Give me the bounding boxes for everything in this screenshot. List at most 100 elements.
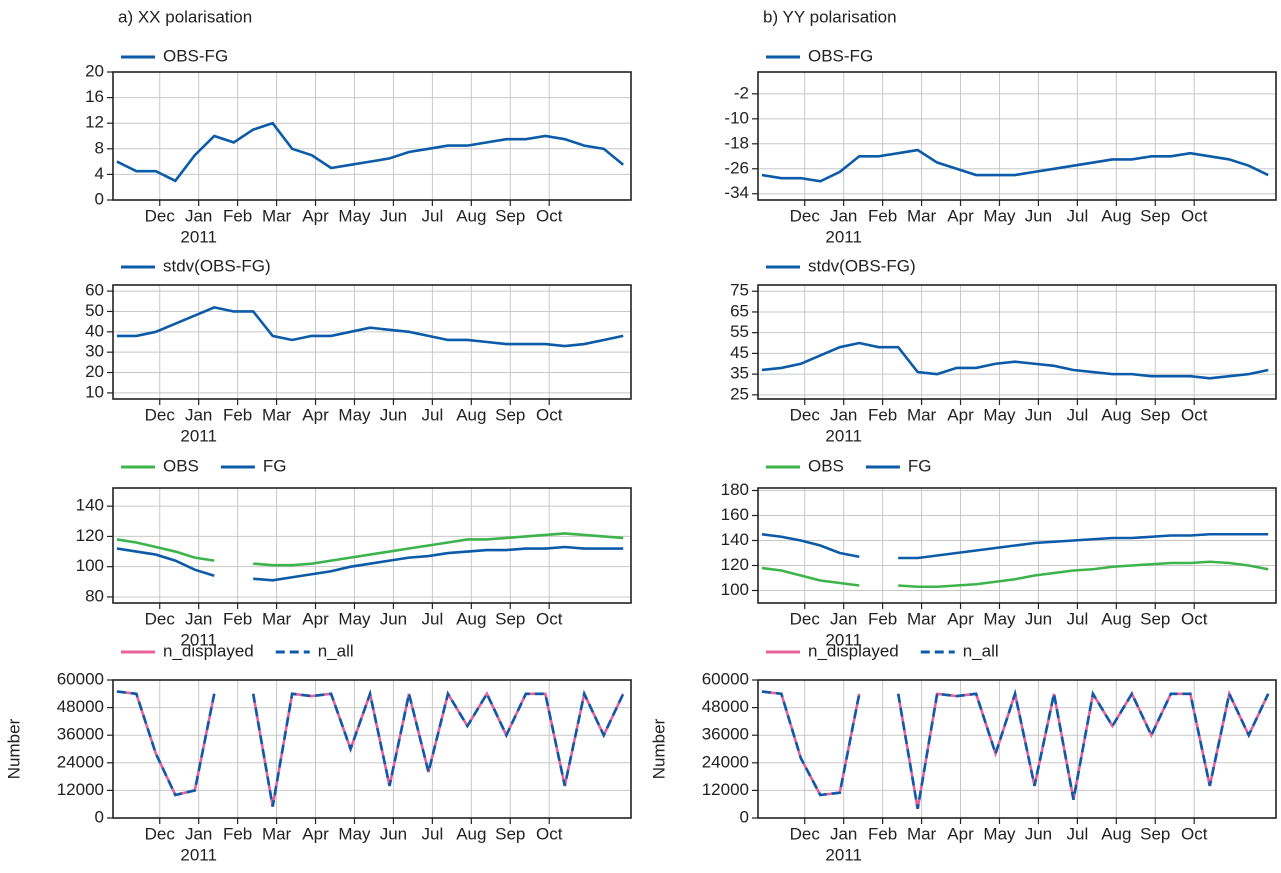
x-tick-label: Sep [495,206,525,225]
y-tick-label: 20 [85,61,104,80]
x-tick-label: Oct [1181,206,1208,225]
plot-frame [757,284,1277,400]
x-tick-label: Oct [536,206,563,225]
x-tick-label: Mar [262,405,292,424]
x-tick-label: Feb [868,609,897,628]
x-tick-label: Jan [830,206,857,225]
y-tick-label: -34 [724,183,749,202]
y-tick-label: 140 [76,496,104,515]
x-tick-sublabel: 2011 [180,845,217,864]
x-tick-label: Feb [223,405,252,424]
data-line [761,148,1269,183]
x-tick-label: May [338,405,371,424]
y-tick-label: 50 [85,301,104,320]
x-tick-label: Dec [790,405,821,424]
y-tick-label: 36000 [57,725,104,744]
x-tick-label: Apr [302,405,329,424]
x-tick-label: Apr [302,206,329,225]
x-tick-label: Jul [1067,206,1089,225]
x-tick-label: Dec [790,824,821,843]
data-line [896,688,1270,810]
x-tick-label: Mar [907,206,937,225]
y-tick-label: 35 [730,364,749,383]
x-tick-label: Jan [185,206,212,225]
x-tick-label: Sep [495,405,525,424]
panel: b) YY polarisation -34 -26 -18 -10 -2 Dec Jan 20… [724,7,1277,246]
x-tick-label: Apr [947,824,974,843]
x-tick-label: Jun [1025,206,1052,225]
plot-frame [757,679,1277,819]
data-line [898,560,1269,589]
x-tick-label: Jul [422,609,444,628]
data-line [116,306,624,348]
x-tick-sublabel: 2011 [825,630,862,649]
x-tick-label: Apr [302,609,329,628]
y-tick-label: 12 [85,113,104,132]
y-tick-label: 65 [730,301,749,320]
x-tick-label: Dec [145,206,176,225]
y-tick-label: 0 [95,807,104,826]
data-line [761,690,861,797]
legend-label: OBS-FG [808,46,873,65]
data-line [761,690,861,797]
x-tick-label: Dec [790,609,821,628]
x-tick-sublabel: 2011 [825,227,862,246]
y-tick-label: 12000 [702,780,749,799]
x-tick-label: Apr [947,405,974,424]
y-tick-label: 12000 [57,780,104,799]
panel: a) XX polarisation 0 4 8 12 16 20 Dec Jan 2011 Feb… [85,7,632,246]
y-tick-label: 45 [730,343,749,362]
x-tick-label: Feb [868,206,897,225]
y-tick-label: 0 [740,807,749,826]
x-tick-label: Jul [1067,405,1089,424]
x-tick-label: Aug [456,824,486,843]
x-tick-label: Aug [456,609,486,628]
x-tick-label: May [983,824,1016,843]
legend-label: n_all [318,641,354,660]
y-tick-label: 30 [85,342,104,361]
x-tick-sublabel: 2011 [180,227,217,246]
x-tick-label: Oct [536,405,563,424]
x-tick-label: Aug [456,405,486,424]
x-tick-label: Oct [1181,609,1208,628]
y-tick-label: 180 [721,480,749,499]
x-tick-label: Oct [536,609,563,628]
y-tick-label: -18 [724,133,749,152]
x-tick-label: Sep [1140,824,1170,843]
x-tick-label: Dec [145,824,176,843]
x-tick-label: Aug [1101,405,1131,424]
plot-frame [757,71,1277,201]
x-tick-label: Oct [1181,405,1208,424]
x-tick-label: Mar [907,609,937,628]
x-tick-label: Jun [380,206,407,225]
data-line [898,532,1269,560]
x-tick-sublabel: 2011 [825,426,862,445]
panel: 80 100 120 140 Dec Jan 2011 Feb Mar Apr May Jun Jul A… [76,456,632,649]
panel-title: a) XX polarisation [118,7,252,26]
y-tick-label: -10 [724,108,749,127]
y-tick-label: -2 [734,83,749,102]
y-tick-label: -26 [724,158,749,177]
x-tick-label: Oct [1181,824,1208,843]
y-tick-label: 0 [95,189,104,208]
legend-label: stdv(OBS-FG) [163,256,271,275]
legend-label: OBS [163,456,199,475]
legend-label: n_all [963,641,999,660]
data-line [761,532,860,559]
legend-label: FG [263,456,287,475]
x-tick-sublabel: 2011 [180,630,217,649]
data-line [253,532,624,567]
panel: Number 0 12000 24000 36000 48000 60000 Dec Jan 20… [649,641,1277,864]
plot-frame [112,71,632,201]
x-tick-label: Sep [495,609,525,628]
legend-label: FG [908,456,932,475]
x-tick-label: Jan [185,824,212,843]
x-tick-label: Dec [790,206,821,225]
x-tick-label: Sep [1140,405,1170,424]
y-tick-label: 10 [85,382,104,401]
x-tick-label: Mar [907,405,937,424]
y-axis-label: Number [4,718,23,779]
y-tick-label: 24000 [702,752,749,771]
